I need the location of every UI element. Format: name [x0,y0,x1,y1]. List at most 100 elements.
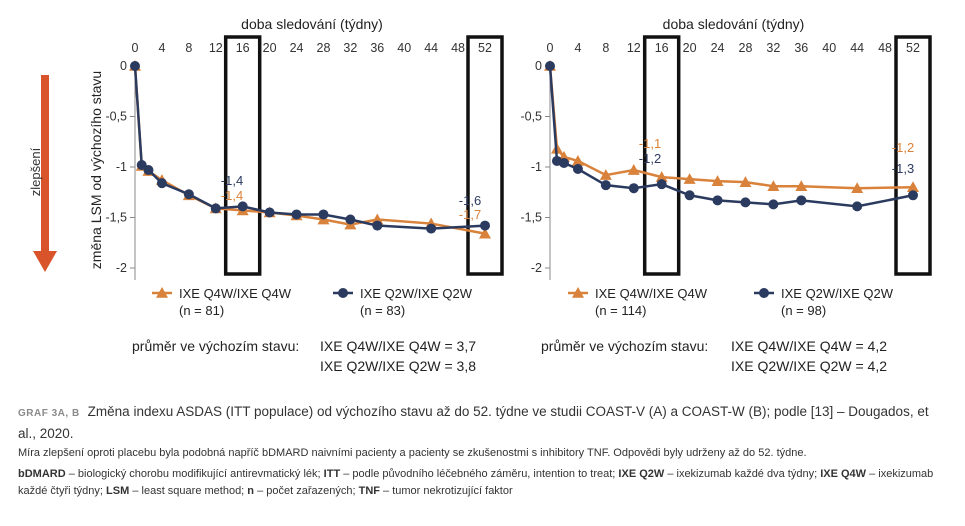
annotation-q4w-week-52: -1,2 [892,140,914,155]
x-tick-label: 0 [132,41,139,55]
highlight-box-week-16 [223,35,262,276]
baseline-q2w: IXE Q2W/IXE Q2W = 3,8 [320,358,476,374]
annotation-q4w-week-16: -1,1 [639,136,661,151]
data-point-circle [426,223,437,234]
legend-n: (n = 81) [179,303,224,318]
x-tick-label: 24 [711,41,725,55]
highlight-box-week-52 [894,35,932,276]
abbr-definition: – biologický chorobu modifikující antire… [65,468,324,480]
figure-caption-title: GRAF 3A, B Změna indexu ASDAS (ITT popula… [18,402,948,444]
y-axis-title: změna LSM od výchozího stavu [88,71,104,269]
x-tick-label: 8 [185,41,192,55]
y-tick-label: -0,5 [520,110,542,124]
data-point-triangle [627,164,640,175]
x-tick-label: 24 [290,41,304,55]
legend-marker-triangle [156,287,168,298]
abbr-term: TNF [358,485,380,497]
annotation-q4w-week-52: -1,7 [459,207,481,222]
x-tick-label: 4 [574,41,581,55]
data-point-circle [600,180,611,191]
data-point-triangle [571,154,584,166]
baseline-prefix: průměr ve výchozím stavu: [132,338,299,354]
data-point-circle [852,201,863,212]
x-axis-title: doba sledování (týdny) [241,16,383,32]
x-tick-label: 44 [424,41,438,55]
data-point-triangle [711,175,724,186]
y-tick-label: -2 [531,261,542,275]
x-tick-label: 20 [263,41,277,55]
x-tick-label: 16 [236,41,250,55]
x-tick-label: 44 [850,41,864,55]
x-tick-label: 32 [766,41,780,55]
abbr-term: IXE Q2W [618,468,665,480]
data-point-triangle [683,173,696,184]
data-point-circle [318,209,329,220]
x-tick-label: 48 [878,41,892,55]
legend-marker-circle [759,288,769,298]
data-point-circle [130,61,140,71]
annotation-q4w-week-16: -1,4 [221,188,243,203]
y-tick-label: 0 [120,59,127,73]
data-point-triangle [479,227,491,239]
data-point-triangle [655,171,668,182]
figure-title: Změna indexu ASDAS (ITT populace) od výc… [18,404,929,441]
y-tick-label: -1,5 [105,211,127,225]
abbr-definition: – ixekizumab každé dva týdny; [664,468,821,480]
data-point-circle [740,197,751,208]
highlight-box-week-52 [466,35,504,276]
highlight-box-week-16 [642,35,681,276]
annotation-q2w-week-52: -1,6 [459,193,481,208]
data-point-circle [656,179,667,190]
abbr-term: bDMARD [18,468,66,480]
x-tick-label: 40 [397,41,411,55]
x-tick-label: 0 [547,41,554,55]
data-point-circle [264,207,275,218]
x-tick-label: 8 [602,41,609,55]
data-point-triangle [599,169,612,180]
x-tick-label: 4 [158,41,165,55]
improvement-label: zlepšení [28,147,43,196]
data-point-circle [210,203,221,214]
data-point-circle [908,190,918,201]
data-point-triangle [907,181,919,192]
improvement-arrowhead [33,251,57,272]
data-point-circle [712,195,723,206]
abbr-definition: – least square method; [129,485,248,497]
x-tick-label: 40 [822,41,836,55]
baseline-prefix: průměr ve výchozím stavu: [541,338,708,354]
figure-label: GRAF 3A, B [18,408,80,419]
legend-n: (n = 83) [360,303,405,318]
data-point-circle [143,165,154,176]
legend-label: IXE Q4W/IXE Q4W [595,286,708,301]
data-point-triangle [767,180,780,191]
y-tick-label: -2 [116,261,127,275]
annotation-q2w-week-52: -1,3 [892,161,914,176]
data-point-circle [291,209,302,220]
legend-marker-circle [338,288,348,298]
abbr-term: n [247,485,255,497]
annotation-q2w-week-16: -1,2 [639,151,661,166]
x-tick-label: 28 [317,41,331,55]
x-tick-label: 36 [794,41,808,55]
x-tick-label: 32 [343,41,357,55]
data-point-circle [684,190,695,201]
y-tick-label: -1,5 [520,211,542,225]
abbr-definition: – ixekizumab každé čtyři týdny; [18,468,934,497]
x-tick-label: 52 [906,41,920,55]
y-tick-label: -1 [116,160,127,174]
abbr-definition: – tumor nekrotizující faktor [379,485,513,497]
data-point-circle [345,214,356,225]
x-tick-label: 20 [683,41,697,55]
data-point-circle [545,61,555,71]
baseline-q2w: IXE Q2W/IXE Q2W = 4,2 [731,358,887,374]
x-tick-label: 12 [209,41,223,55]
figure-note: Míra zlepšení oproti placebu byla podobn… [18,447,807,459]
series-line [133,65,486,230]
series-line [548,65,914,190]
y-tick-label: 0 [535,59,542,73]
legend-label: IXE Q4W/IXE Q4W [179,286,292,301]
data-point-circle [572,164,583,175]
abbr-term: ITT [323,468,341,480]
legend-marker-triangle [572,287,584,298]
